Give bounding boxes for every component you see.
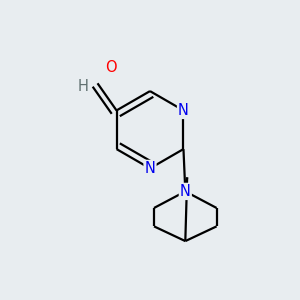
Text: N: N (180, 184, 191, 199)
Text: H: H (78, 80, 89, 94)
Text: N: N (145, 161, 155, 176)
Text: O: O (105, 60, 116, 75)
Text: N: N (178, 103, 189, 118)
